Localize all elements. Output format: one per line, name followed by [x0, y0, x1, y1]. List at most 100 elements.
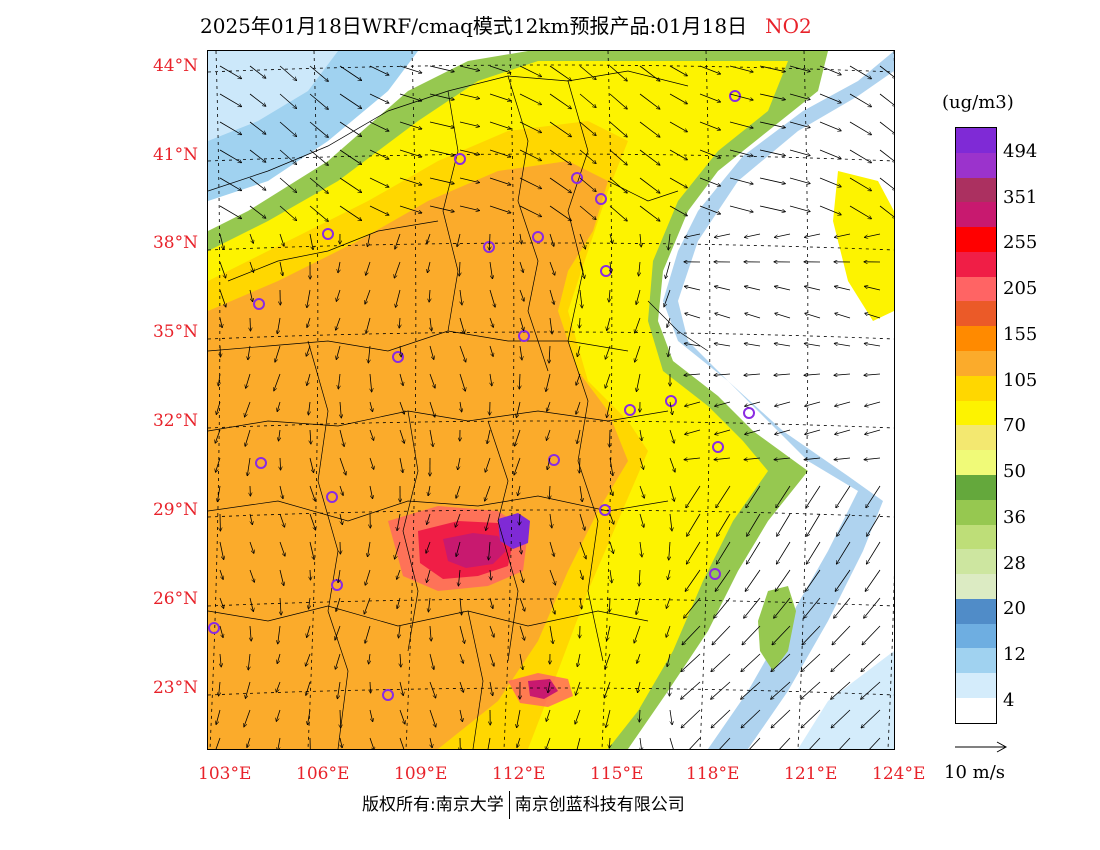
- wind-arrow: [771, 681, 791, 699]
- lon-label: 121°E: [784, 764, 838, 784]
- wind-arrow: [279, 233, 284, 246]
- wind-arrow: [712, 625, 731, 645]
- wind-arrow: [367, 233, 371, 247]
- wind-arrow: [699, 65, 721, 74]
- wind-arrow: [427, 261, 431, 273]
- wind-arrow: [278, 737, 281, 749]
- wind-arrow: [879, 177, 894, 190]
- wind-arrow: [309, 233, 313, 250]
- wind-arrow: [747, 513, 761, 536]
- wind-arrow: [249, 121, 266, 134]
- wind-arrow: [864, 458, 881, 460]
- colorbar-swatch: [956, 375, 996, 401]
- wind-arrow: [759, 93, 785, 100]
- province-boundary: [208, 605, 649, 627]
- city-marker: [322, 228, 334, 240]
- wind-arrow: [338, 261, 340, 273]
- colorbar-swatch: [956, 474, 996, 500]
- wind-arrow: [729, 93, 753, 100]
- wind-arrow: [549, 261, 555, 275]
- parallel-line: [208, 509, 894, 518]
- wind-arrow: [339, 513, 342, 525]
- wind-arrow: [775, 569, 791, 591]
- wind-arrow: [520, 345, 522, 360]
- wind-arrow: [249, 597, 253, 612]
- wind-arrow: [744, 233, 761, 237]
- wind-arrow: [864, 597, 881, 618]
- wind-arrow: [427, 513, 431, 525]
- wind-arrow: [369, 485, 373, 499]
- wind-arrow: [609, 289, 610, 302]
- wind-arrow: [805, 569, 821, 591]
- wind-arrow: [685, 569, 701, 591]
- wind-arrow: [772, 625, 791, 645]
- wind-arrow: [804, 374, 821, 375]
- wind-arrow: [579, 233, 586, 249]
- wind-arrow: [669, 429, 674, 443]
- wind-arrow: [399, 457, 403, 473]
- wind-arrow: [459, 65, 480, 71]
- wind-arrow: [861, 709, 881, 728]
- units-label: (ug/m3): [942, 92, 1014, 113]
- wind-arrow: [638, 681, 641, 693]
- wind-arrow: [635, 345, 641, 362]
- wind-arrow: [307, 625, 311, 638]
- wind-arrow: [819, 149, 841, 159]
- wind-arrow: [338, 569, 340, 583]
- wind-arrow: [490, 373, 492, 386]
- wind-arrow: [689, 737, 701, 749]
- wind-arrow: [667, 317, 671, 328]
- wind-arrow: [455, 513, 461, 527]
- wind-arrow: [610, 569, 612, 583]
- wind-arrow: [640, 233, 641, 247]
- wind-arrow: [219, 681, 220, 696]
- copyright-footer: 版权所有:南京大学 南京创蓝科技有限公司: [362, 790, 685, 819]
- wind-arrow: [365, 569, 371, 585]
- city-marker: [709, 568, 721, 580]
- wind-arrow: [456, 541, 461, 557]
- wind-arrow: [336, 597, 341, 611]
- wind-arrow: [429, 401, 435, 417]
- wind-arrow: [429, 177, 454, 184]
- wind-arrow: [862, 625, 881, 645]
- wind-arrow: [546, 373, 551, 392]
- wind-arrow: [216, 401, 221, 415]
- wind-arrow: [669, 149, 687, 160]
- meridian-line: [503, 51, 515, 749]
- wind-arrow: [745, 401, 761, 406]
- colorbar-label: 20: [1003, 598, 1026, 619]
- wind-arrow: [336, 317, 341, 330]
- wind-arrow: [711, 681, 731, 699]
- wind-arrow: [699, 149, 721, 158]
- wind-arrow: [834, 286, 851, 291]
- wind-arrow: [606, 709, 611, 728]
- reference-vector-label: 10 m/s: [944, 762, 1005, 783]
- wind-arrow: [308, 401, 310, 415]
- lat-label: 26°N: [152, 589, 198, 609]
- wind-arrow: [399, 681, 403, 696]
- parallel-line: [208, 64, 894, 73]
- wind-arrow: [460, 597, 462, 615]
- lon-label: 103°E: [198, 764, 252, 784]
- wind-arrow: [609, 121, 627, 137]
- city-marker: [253, 298, 265, 310]
- wind-arrow: [775, 401, 791, 406]
- wind-arrow: [716, 541, 731, 564]
- wind-arrow: [489, 205, 511, 213]
- wind-arrow: [517, 709, 521, 728]
- colorbar-swatch: [956, 549, 996, 575]
- colorbar-label: 36: [1003, 507, 1026, 528]
- wind-arrow: [369, 205, 389, 215]
- wind-arrow: [399, 737, 405, 749]
- wind-arrow: [879, 205, 894, 218]
- wind-arrow: [831, 681, 851, 699]
- wind-arrow: [336, 289, 341, 301]
- wind-arrow: [489, 289, 495, 307]
- wind-arrow: [714, 597, 731, 618]
- wind-arrow: [519, 317, 524, 331]
- wind-arrow: [485, 485, 491, 501]
- wind-arrow: [277, 653, 281, 664]
- wind-arrow: [459, 205, 480, 211]
- wind-arrow: [839, 737, 851, 749]
- wind-arrow: [489, 233, 490, 250]
